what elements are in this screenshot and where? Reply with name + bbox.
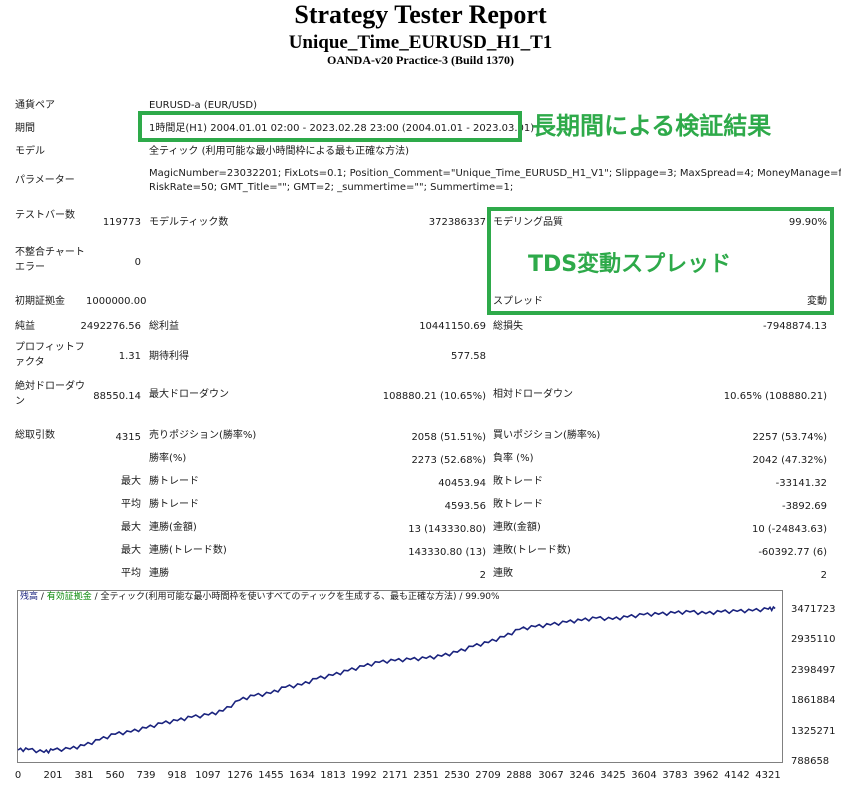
y-tick-label: 1861884 bbox=[791, 695, 836, 707]
x-tick-label: 2888 bbox=[506, 770, 531, 782]
x-tick-label: 1276 bbox=[227, 770, 252, 782]
x-tick-label: 1097 bbox=[195, 770, 220, 782]
y-tick-label: 788658 bbox=[791, 756, 829, 768]
x-tick-label: 4142 bbox=[724, 770, 749, 782]
x-tick-label: 3962 bbox=[693, 770, 718, 782]
x-tick-label: 1634 bbox=[289, 770, 314, 782]
y-tick-label: 2935110 bbox=[791, 634, 836, 646]
balance-series-line bbox=[18, 607, 775, 753]
x-tick-label: 739 bbox=[136, 770, 155, 782]
x-tick-label: 201 bbox=[43, 770, 62, 782]
y-tick-label: 2398497 bbox=[791, 665, 836, 677]
y-tick-label: 1325271 bbox=[791, 726, 836, 738]
x-tick-label: 2351 bbox=[413, 770, 438, 782]
x-tick-label: 3604 bbox=[631, 770, 656, 782]
x-tick-label: 1813 bbox=[320, 770, 345, 782]
x-tick-label: 3246 bbox=[569, 770, 594, 782]
x-tick-label: 381 bbox=[74, 770, 93, 782]
x-tick-label: 2709 bbox=[475, 770, 500, 782]
x-tick-label: 560 bbox=[105, 770, 124, 782]
y-tick-label: 3471723 bbox=[791, 604, 836, 616]
x-tick-label: 2171 bbox=[382, 770, 407, 782]
x-tick-label: 1455 bbox=[258, 770, 283, 782]
x-tick-label: 2530 bbox=[444, 770, 469, 782]
x-tick-label: 3425 bbox=[600, 770, 625, 782]
x-tick-label: 918 bbox=[167, 770, 186, 782]
x-tick-label: 0 bbox=[15, 770, 21, 782]
x-tick-label: 1992 bbox=[351, 770, 376, 782]
x-tick-label: 3783 bbox=[662, 770, 687, 782]
x-tick-label: 3067 bbox=[538, 770, 563, 782]
x-tick-label: 4321 bbox=[755, 770, 780, 782]
